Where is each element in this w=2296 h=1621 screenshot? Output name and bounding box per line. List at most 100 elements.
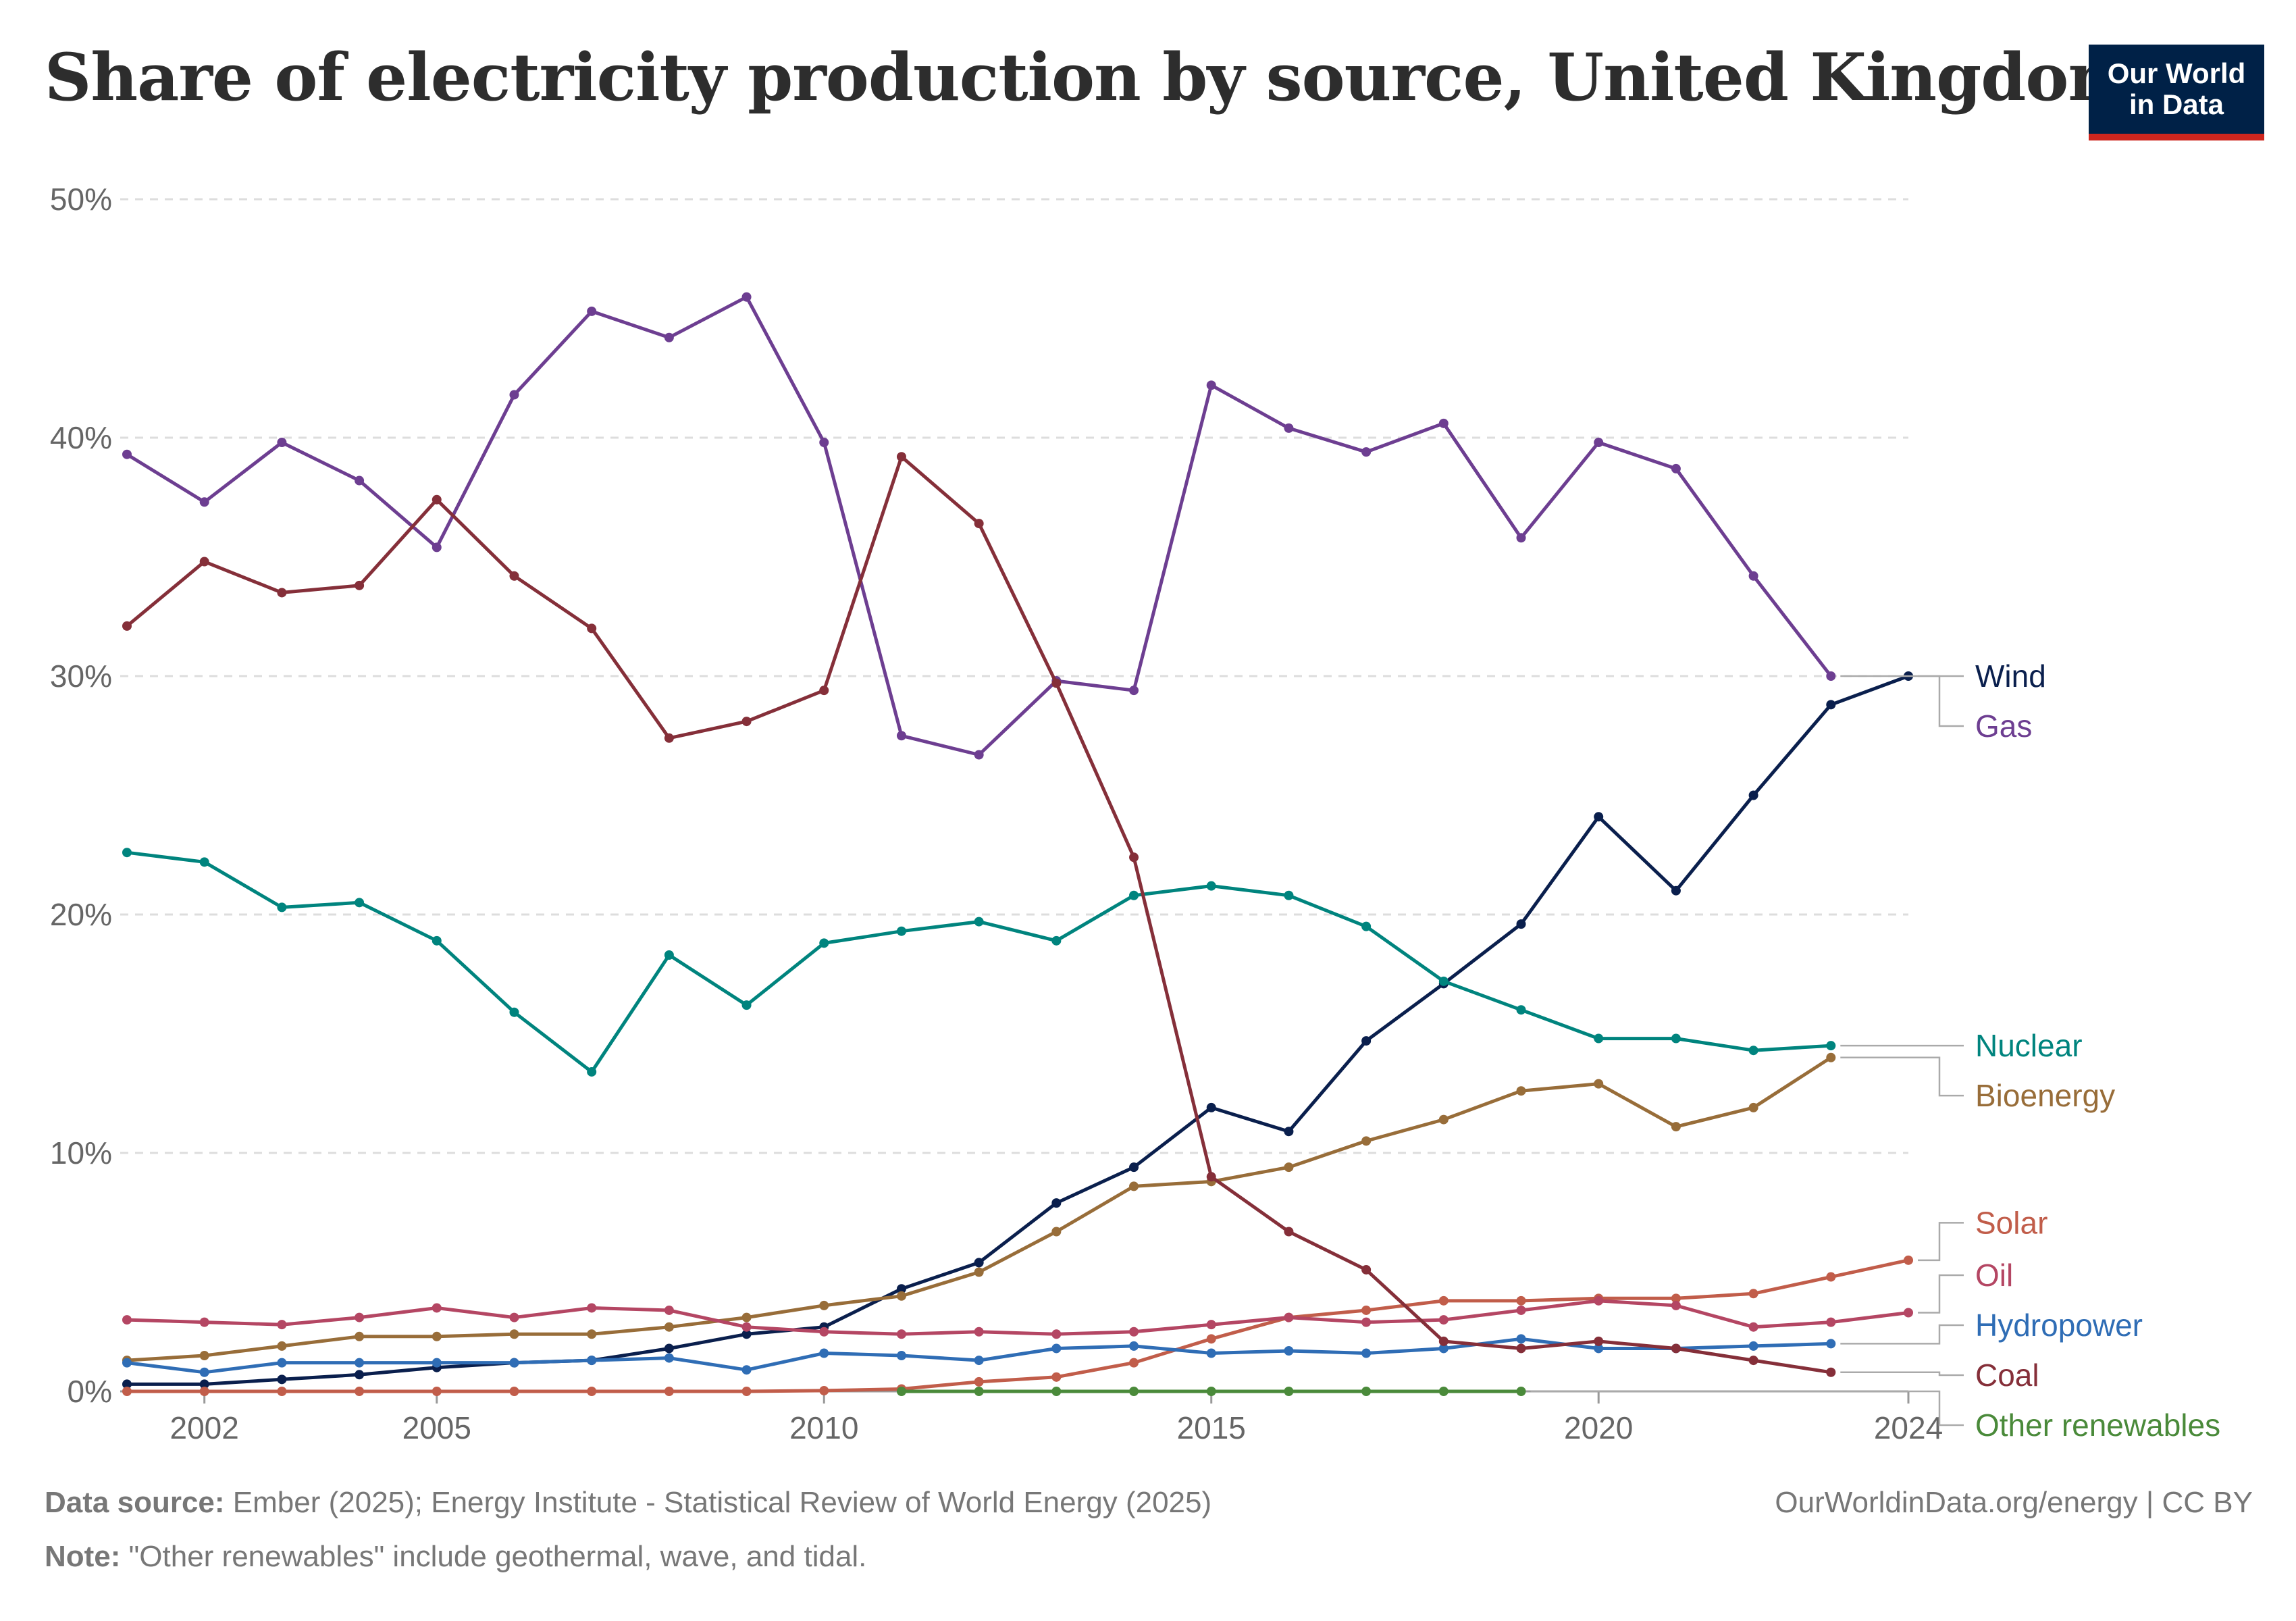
source-url[interactable]: OurWorldinData.org/energy | CC BY xyxy=(1775,1486,2253,1519)
data-point[interactable] xyxy=(1284,1312,1294,1322)
series-label-hydropower[interactable]: Hydropower xyxy=(1975,1308,2143,1343)
data-point[interactable] xyxy=(974,1376,984,1387)
series-solar[interactable] xyxy=(122,1255,1913,1396)
data-point[interactable] xyxy=(1051,678,1062,688)
data-point[interactable] xyxy=(509,571,519,581)
data-point[interactable] xyxy=(355,1312,365,1322)
data-point[interactable] xyxy=(1361,447,1372,457)
data-point[interactable] xyxy=(819,1327,829,1337)
data-point[interactable] xyxy=(1284,423,1294,433)
data-point[interactable] xyxy=(664,733,674,743)
data-point[interactable] xyxy=(509,1329,519,1339)
data-point[interactable] xyxy=(1129,852,1139,863)
data-point[interactable] xyxy=(122,848,132,858)
data-point[interactable] xyxy=(1051,1329,1062,1339)
data-point[interactable] xyxy=(1748,571,1758,581)
data-point[interactable] xyxy=(1748,1046,1758,1056)
data-point[interactable] xyxy=(1129,890,1139,900)
data-point[interactable] xyxy=(1438,1315,1449,1325)
data-point[interactable] xyxy=(587,306,597,316)
data-point[interactable] xyxy=(1516,1086,1526,1096)
data-point[interactable] xyxy=(1671,885,1681,896)
data-point[interactable] xyxy=(974,1387,984,1396)
data-point[interactable] xyxy=(1129,1327,1139,1337)
data-point[interactable] xyxy=(819,1348,829,1358)
data-point[interactable] xyxy=(122,1358,132,1368)
data-point[interactable] xyxy=(974,917,984,927)
data-point[interactable] xyxy=(974,1267,984,1277)
series-label-bioenergy[interactable]: Bioenergy xyxy=(1975,1078,2115,1113)
data-point[interactable] xyxy=(587,1303,597,1313)
data-point[interactable] xyxy=(1438,976,1449,986)
data-point[interactable] xyxy=(1748,790,1758,800)
data-point[interactable] xyxy=(664,1343,674,1354)
data-point[interactable] xyxy=(355,475,365,486)
data-point[interactable] xyxy=(355,898,365,908)
data-point[interactable] xyxy=(1206,881,1216,891)
data-point[interactable] xyxy=(355,580,365,590)
data-point[interactable] xyxy=(974,519,984,529)
data-point[interactable] xyxy=(819,686,829,696)
data-point[interactable] xyxy=(819,938,829,948)
data-point[interactable] xyxy=(741,1322,752,1332)
series-label-oil[interactable]: Oil xyxy=(1975,1258,2013,1293)
data-point[interactable] xyxy=(741,1329,752,1339)
data-point[interactable] xyxy=(587,1066,597,1077)
data-point[interactable] xyxy=(1129,1358,1139,1368)
data-point[interactable] xyxy=(122,1315,132,1325)
data-point[interactable] xyxy=(199,497,209,507)
data-point[interactable] xyxy=(1671,1293,1681,1304)
data-point[interactable] xyxy=(432,935,442,946)
data-point[interactable] xyxy=(741,1312,752,1322)
data-point[interactable] xyxy=(199,1379,209,1389)
data-point[interactable] xyxy=(1826,1272,1836,1282)
data-point[interactable] xyxy=(587,623,597,634)
data-point[interactable] xyxy=(1284,1345,1294,1356)
data-point[interactable] xyxy=(1051,1372,1062,1382)
data-point[interactable] xyxy=(1516,533,1526,543)
data-point[interactable] xyxy=(1284,1162,1294,1173)
data-point[interactable] xyxy=(1129,1341,1139,1351)
data-point[interactable] xyxy=(277,1387,287,1396)
data-point[interactable] xyxy=(1361,1387,1372,1396)
data-point[interactable] xyxy=(1438,1343,1449,1354)
data-point[interactable] xyxy=(277,588,287,598)
data-point[interactable] xyxy=(1206,1102,1216,1112)
data-point[interactable] xyxy=(355,1370,365,1380)
series-bioenergy[interactable] xyxy=(122,1052,1836,1366)
data-point[interactable] xyxy=(1284,1387,1294,1396)
data-point[interactable] xyxy=(432,1331,442,1341)
data-point[interactable] xyxy=(509,1312,519,1322)
data-point[interactable] xyxy=(1284,1227,1294,1237)
data-point[interactable] xyxy=(587,1356,597,1366)
data-point[interactable] xyxy=(587,1387,597,1396)
data-point[interactable] xyxy=(1826,1041,1836,1051)
series-label-coal[interactable]: Coal xyxy=(1975,1358,2039,1393)
series-label-wind[interactable]: Wind xyxy=(1975,659,2046,694)
data-point[interactable] xyxy=(1206,1172,1216,1182)
data-point[interactable] xyxy=(199,557,209,567)
data-point[interactable] xyxy=(1051,1387,1062,1396)
data-point[interactable] xyxy=(1361,1317,1372,1327)
data-point[interactable] xyxy=(1594,1033,1604,1044)
data-point[interactable] xyxy=(1129,1387,1139,1396)
data-point[interactable] xyxy=(741,1000,752,1010)
data-point[interactable] xyxy=(1206,1348,1216,1358)
data-point[interactable] xyxy=(1206,1320,1216,1330)
data-point[interactable] xyxy=(587,1329,597,1339)
data-point[interactable] xyxy=(1284,1127,1294,1137)
data-point[interactable] xyxy=(1051,1227,1062,1237)
data-point[interactable] xyxy=(974,1327,984,1337)
data-point[interactable] xyxy=(1516,919,1526,929)
data-point[interactable] xyxy=(974,1258,984,1268)
data-point[interactable] xyxy=(896,1387,906,1396)
data-point[interactable] xyxy=(819,1385,829,1395)
data-point[interactable] xyxy=(1051,1198,1062,1208)
series-label-other-renewables[interactable]: Other renewables xyxy=(1975,1408,2220,1443)
data-point[interactable] xyxy=(896,1291,906,1301)
data-point[interactable] xyxy=(1826,1317,1836,1327)
data-point[interactable] xyxy=(1516,1343,1526,1354)
data-point[interactable] xyxy=(122,1387,132,1396)
data-point[interactable] xyxy=(1904,1255,1913,1265)
data-point[interactable] xyxy=(819,1300,829,1310)
